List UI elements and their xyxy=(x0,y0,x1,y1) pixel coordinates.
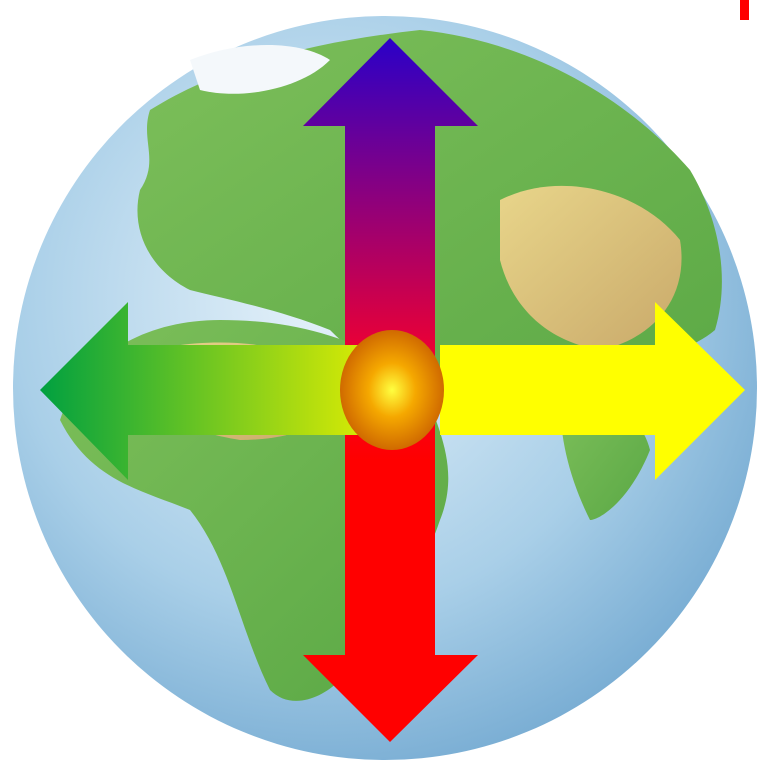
red-mark xyxy=(740,0,749,20)
central-asia-highlands xyxy=(500,185,682,350)
center-hub xyxy=(340,330,444,450)
right-arrow xyxy=(440,302,745,480)
ice xyxy=(190,45,330,94)
left-arrow xyxy=(40,302,390,480)
